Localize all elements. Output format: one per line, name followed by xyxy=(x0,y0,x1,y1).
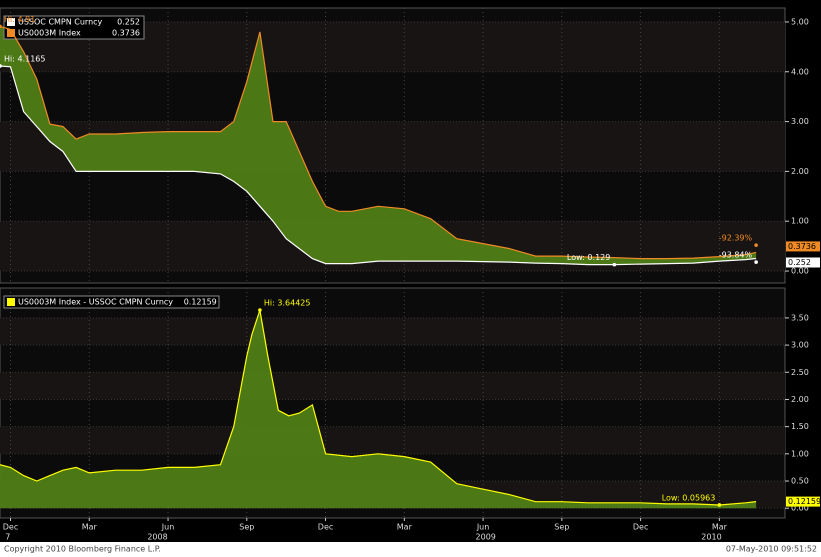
last-value-label: 0.12159 xyxy=(788,497,821,506)
x-tick-label: Mar xyxy=(397,523,413,532)
y-tick-label: 5.00 xyxy=(791,17,809,26)
x-year-label: 7 xyxy=(5,533,10,542)
area-fill xyxy=(0,310,757,509)
band xyxy=(0,426,785,454)
x-year-label: 2010 xyxy=(701,533,721,542)
legend-label: US0003M Index xyxy=(18,29,81,38)
annotation: Hi: 3.64425 xyxy=(264,299,311,308)
x-tick-label: Dec xyxy=(3,523,18,532)
annotation-dot xyxy=(0,64,2,68)
x-year-label: 2009 xyxy=(476,533,496,542)
y-tick-label: 0.00 xyxy=(791,504,809,513)
y-tick-label: 1.50 xyxy=(791,422,809,431)
last-value-label: 0.252 xyxy=(788,258,811,267)
x-tick-label: Jun xyxy=(476,523,490,532)
annotation: Hi: 4.91 xyxy=(4,15,35,24)
last-value-tag xyxy=(786,257,820,268)
x-year-label: 2008 xyxy=(147,533,167,542)
legend-label: US0003M Index - USSOC CMPN Curncy xyxy=(18,298,173,307)
band xyxy=(0,317,785,346)
x-tick-label: Sep xyxy=(554,523,569,532)
y-tick-label: 2.00 xyxy=(791,167,809,176)
spread-fill xyxy=(0,26,757,265)
footer-copyright: Copyright 2010 Bloomberg Finance L.P. xyxy=(4,545,161,554)
legend-label: USSOC CMPN Curncy xyxy=(18,18,103,27)
last-value-tag xyxy=(786,241,820,252)
y-tick-label: 2.50 xyxy=(791,368,809,377)
annotation-dot xyxy=(612,262,617,267)
legend-box xyxy=(3,295,220,309)
legend-value: 0.252 xyxy=(117,18,140,27)
x-tick-label: Sep xyxy=(239,523,254,532)
footer-timestamp: 07-May-2010 09:51:52 xyxy=(726,545,817,554)
x-tick-label: Mar xyxy=(82,523,98,532)
last-value-label: 0.3736 xyxy=(788,242,816,251)
legend-value: 0.12159 xyxy=(184,298,217,307)
y-tick-label: 2.00 xyxy=(791,395,809,404)
annotation: Hi: 4.1165 xyxy=(4,54,45,63)
annotation: Low: 0.05963 xyxy=(662,493,716,502)
legend-swatch xyxy=(7,18,15,26)
series-line xyxy=(0,25,757,260)
x-tick-label: Dec xyxy=(318,523,333,532)
annotation-dot xyxy=(754,260,758,264)
x-tick-label: Jun xyxy=(161,523,175,532)
y-tick-label: 1.00 xyxy=(791,449,809,458)
annotation-dot xyxy=(754,243,758,247)
series-line xyxy=(0,65,757,266)
series-line xyxy=(0,309,757,506)
annotation: -92.39% xyxy=(719,234,753,243)
legend-swatch xyxy=(7,298,15,306)
legend-value: 0.3736 xyxy=(112,29,140,38)
band xyxy=(0,372,785,400)
last-value-tag xyxy=(786,496,820,507)
legend-swatch xyxy=(7,29,15,37)
y-tick-label: 3.50 xyxy=(791,313,809,322)
annotation: -93.84% xyxy=(719,251,753,260)
x-tick-label: Dec xyxy=(633,523,648,532)
annotation-dot xyxy=(717,503,722,507)
y-tick-label: 0.00 xyxy=(791,267,809,276)
y-tick-label: 0.50 xyxy=(791,477,809,486)
annotation-dot xyxy=(258,308,262,312)
y-tick-label: 4.00 xyxy=(791,67,809,76)
y-tick-label: 1.00 xyxy=(791,217,809,226)
x-tick-label: Mar xyxy=(712,523,728,532)
y-tick-label: 3.00 xyxy=(791,117,809,126)
annotation-dot xyxy=(0,24,2,29)
annotation: Low: 0.129 xyxy=(567,253,610,262)
y-tick-label: 3.00 xyxy=(791,341,809,350)
